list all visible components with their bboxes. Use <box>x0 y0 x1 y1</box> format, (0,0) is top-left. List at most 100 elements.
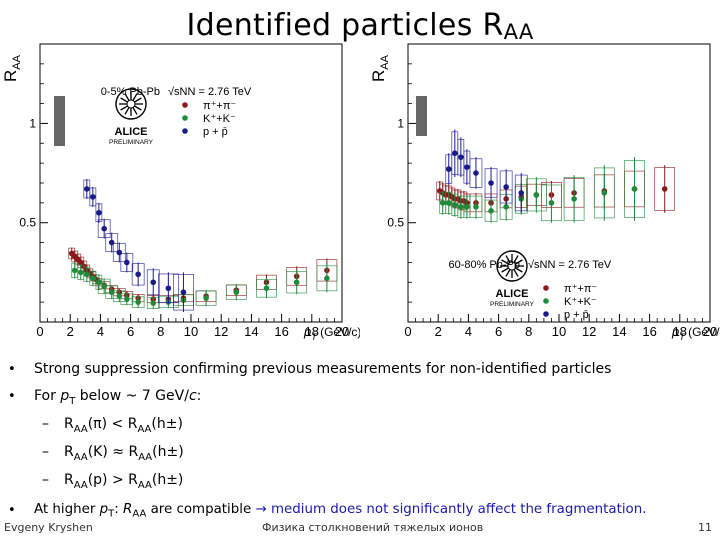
x-tick-label: 16 <box>274 324 288 339</box>
alice-logo-text: ALICE <box>115 126 148 138</box>
data-point-kaon <box>71 267 78 274</box>
data-point-kaon <box>203 295 209 301</box>
x-tick-label: 6 <box>127 324 134 339</box>
x-tick-label: 12 <box>214 324 228 339</box>
raa-sub: AA <box>73 479 88 491</box>
data-point-kaon <box>233 289 240 296</box>
raa-sub: AA <box>132 508 147 520</box>
alice-logo-subtext: PRELIMINARY <box>490 301 535 308</box>
data-point-proton <box>180 289 187 296</box>
bullet-marker: • <box>8 503 16 518</box>
bullet-2-rest: below ~ 7 GeV/ <box>75 388 189 404</box>
data-point-kaon <box>96 279 102 286</box>
dash-marker: – <box>42 416 49 432</box>
x-tick-label: 14 <box>244 324 258 339</box>
energy-label: √sNN = 2.76 TeV <box>168 86 252 98</box>
bullet-marker: • <box>8 362 16 377</box>
data-point-kaon <box>445 200 452 206</box>
raa-op: ≈ <box>107 444 129 460</box>
data-point-kaon <box>464 204 470 210</box>
raa-symbol: R <box>123 502 133 517</box>
bullet-marker: • <box>8 389 16 404</box>
raa-symbol: R <box>127 416 138 432</box>
data-point-kaon <box>293 279 300 286</box>
y-tick-label: 0.5 <box>19 216 36 230</box>
x-axis-label-unit: (GeV/c) <box>685 325 720 339</box>
data-point-kaon <box>84 271 90 278</box>
pt-symbol: p <box>99 502 109 517</box>
dash-marker: – <box>42 444 49 460</box>
data-point-proton <box>101 225 107 232</box>
x-tick-label: 2 <box>435 324 442 339</box>
x-tick-label: 2 <box>67 324 74 339</box>
normalization-uncertainty-box <box>54 96 65 146</box>
raa-sub: AA <box>138 451 153 463</box>
legend-marker <box>182 128 188 134</box>
raa-symbol: R <box>64 444 74 460</box>
energy-label: √sNN = 2.76 TeV <box>528 259 612 271</box>
slide-title: Identified particles RAA <box>0 8 720 44</box>
data-point-proton <box>503 184 509 190</box>
data-point-proton <box>150 279 157 286</box>
raa-symbol: R <box>64 472 74 488</box>
pt-symbol: p <box>60 388 70 404</box>
data-point-proton <box>124 259 130 266</box>
normalization-uncertainty-box <box>416 96 427 136</box>
data-point-kaon <box>77 269 84 276</box>
x-tick-label: 16 <box>642 324 656 339</box>
data-point-kaon <box>533 192 540 198</box>
data-point-proton <box>108 239 115 246</box>
x-tick-label: 10 <box>552 324 566 339</box>
raa-symbol: R <box>128 472 138 488</box>
bullet-3: At higher pT: RAA are compatible → mediu… <box>34 502 647 520</box>
data-point-proton <box>116 249 123 256</box>
x-tick-label: 4 <box>465 324 472 339</box>
c-symbol: c <box>188 388 197 404</box>
y-axis-label-sub: AA <box>11 54 23 69</box>
footer-page-number: 11 <box>698 521 712 534</box>
data-point-proton <box>473 170 479 176</box>
data-point-proton <box>488 180 494 186</box>
x-tick-label: 10 <box>184 324 198 339</box>
raa-sub: AA <box>137 423 152 435</box>
data-point-kaon <box>439 200 446 206</box>
data-point-kaon <box>116 293 123 299</box>
x-tick-label: 4 <box>97 324 104 339</box>
raa-rhs: (h±) <box>151 472 184 488</box>
data-point-kaon <box>150 300 157 306</box>
y-axis-label: RAA <box>1 54 23 82</box>
alice-logo-core <box>507 261 517 271</box>
data-point-proton <box>90 194 96 200</box>
pt-sub: T <box>69 395 76 407</box>
x-axis-label-sub: T <box>311 332 318 342</box>
data-point-kaon <box>571 196 577 202</box>
data-point-kaon <box>488 208 494 214</box>
raa-rhs: (h±) <box>151 416 183 432</box>
bullet-3-prefix: At higher <box>34 502 100 517</box>
x-tick-label: 14 <box>612 324 626 339</box>
data-point-kaon <box>458 204 464 210</box>
data-point-kaon <box>108 289 115 296</box>
bullet-3-conclusion: medium does not significantly affect the… <box>266 502 647 517</box>
legend-marker <box>182 102 188 108</box>
y-axis-label: RAA <box>369 54 391 82</box>
data-point-proton <box>452 150 458 157</box>
legend-marker <box>543 311 549 317</box>
bullet-1-text: Strong suppression confirming previous m… <box>34 361 612 377</box>
alice-logo-core <box>126 99 136 109</box>
title-sub: AA <box>503 20 534 44</box>
legend-label: p + p̄ <box>564 309 589 321</box>
data-point-kaon <box>324 275 330 282</box>
data-point-kaon <box>548 200 555 206</box>
data-point-kaon <box>473 204 479 210</box>
centrality-label: 60-80% Pb-Pb <box>448 259 520 271</box>
legend-label: K⁺+K⁻ <box>564 296 597 308</box>
raa-sub: AA <box>73 423 88 435</box>
x-tick-label: 20 <box>703 324 717 339</box>
raa-rhs: (h±) <box>152 444 184 460</box>
sub-bullet-2: RAA(K) ≈ RAA(h±) <box>64 444 184 463</box>
bullet-3-after: are compatible <box>146 502 256 517</box>
x-tick-label: 0 <box>36 324 43 339</box>
data-point-kaon <box>135 299 141 305</box>
x-axis-label: pT (GeV/c) <box>303 324 360 342</box>
